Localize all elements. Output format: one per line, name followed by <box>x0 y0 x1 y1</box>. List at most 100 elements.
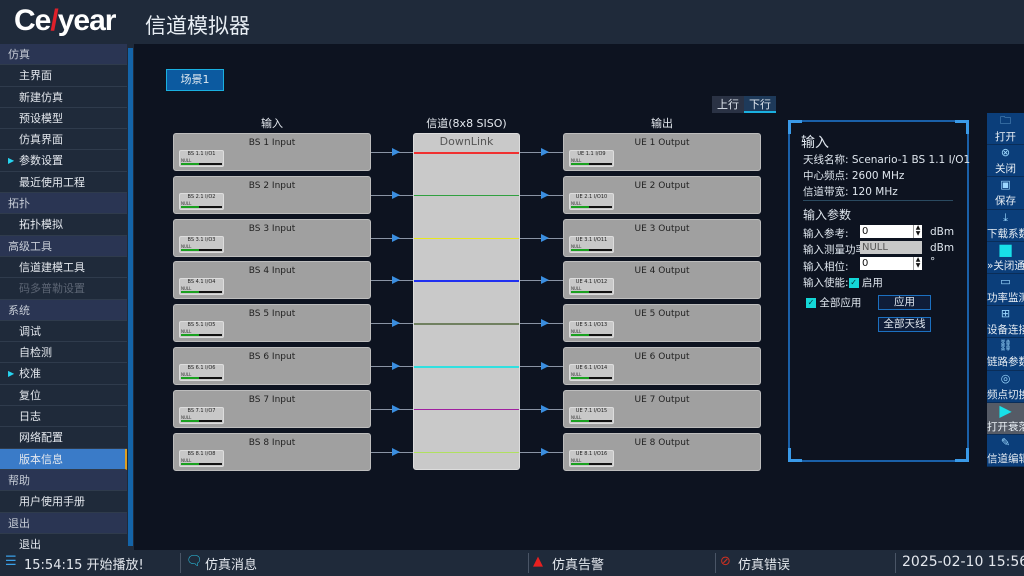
channel-path-line[interactable] <box>414 366 519 368</box>
toolbar-button[interactable]: ⤓ 下载系数 <box>987 210 1024 242</box>
toolbar-button[interactable]: ▭ 功率监测 <box>987 274 1024 307</box>
right-toolbar: 🗀打开⊗关闭▣ 保存 ⤓下载系数■»关闭通道▭ 功率监测 ⊞设备连接⛓链路参数◎频点切换… <box>987 113 1024 468</box>
sidebar-item[interactable]: 退出 <box>0 534 127 550</box>
toolbar-button-label: 保存 <box>995 195 1016 208</box>
sidebar-section-header: 高级工具 <box>0 235 127 257</box>
apply-button[interactable]: 应用 <box>878 295 931 310</box>
arrow-icon <box>541 190 549 199</box>
channel-path-line[interactable] <box>414 323 519 325</box>
level-bar <box>571 291 612 294</box>
spinner-icon[interactable]: ▲ ▼ <box>913 225 922 238</box>
channel-path-line[interactable] <box>414 408 519 411</box>
input-block[interactable]: BS 5 Input BS 5.1 I/O5 NULL <box>173 304 371 343</box>
sidebar-item[interactable]: 预设模型 <box>0 108 127 130</box>
save-icon: ▣ <box>1000 178 1011 192</box>
sidebar-item[interactable]: 仿真界面 <box>0 129 127 151</box>
enable-checkbox[interactable]: ✓ <box>848 278 859 288</box>
input-block[interactable]: BS 8 Input BS 8.1 I/O8 NULL <box>173 432 371 471</box>
port-value-row: NULL <box>180 158 223 163</box>
channel-path-line[interactable] <box>414 152 519 154</box>
sidebar-item[interactable]: 复位 <box>0 385 127 407</box>
port-name: BS 6.1 I/O6 <box>187 365 216 371</box>
all-antennas-button[interactable]: 全部天线 <box>878 317 931 332</box>
error-icon: ⊘ <box>720 554 731 569</box>
sidebar-item[interactable]: ▶ 参数设置 <box>0 150 127 172</box>
output-block[interactable]: UE 2 Output UE 2.1 I/O10 NULL <box>563 175 761 214</box>
toolbar-button[interactable]: ■»关闭通道 <box>987 242 1024 274</box>
port-level-meter: UE 3.1 I/O11 NULL <box>569 235 614 253</box>
square-icon: ■ <box>997 241 1014 259</box>
sidebar-item[interactable]: 版本信息 <box>0 448 127 470</box>
sidebar-item[interactable]: 调试 <box>0 321 127 343</box>
input-ref-spinbox[interactable]: 0 ▲ ▼ <box>860 224 922 238</box>
port-name: BS 8.1 I/O8 <box>187 450 216 457</box>
sidebar-item[interactable]: 主界面 <box>0 65 127 87</box>
input-phase-spinbox[interactable]: 0 ▲ ▼ <box>860 256 922 270</box>
apply-all-checkbox[interactable]: ✓ <box>806 298 816 308</box>
sim-errors-button[interactable]: 仿真错误 <box>738 558 791 573</box>
port-value-row: NULL <box>180 244 223 249</box>
close-icon: ⊗ <box>1000 146 1011 160</box>
sidebar-item[interactable]: 自检测 <box>0 342 127 364</box>
output-block[interactable]: UE 7 Output UE 7.1 I/O15 NULL <box>563 389 761 428</box>
sidebar-item[interactable]: 新建仿真 <box>0 87 127 108</box>
channel-block[interactable]: DownLink <box>413 133 520 470</box>
sim-messages-button[interactable]: 仿真消息 <box>205 558 258 573</box>
output-block[interactable]: UE 8 Output UE 8.1 I/O16 NULL <box>563 432 761 471</box>
sidebar-item-label: 高级工具 <box>8 239 52 253</box>
input-block[interactable]: BS 3 Input BS 3.1 I/O3 NULL <box>173 218 371 257</box>
input-block[interactable]: BS 6 Input BS 6.1 I/O6 NULL <box>173 347 371 385</box>
channel-path-line[interactable] <box>414 194 519 197</box>
channel-path-line[interactable] <box>414 451 519 454</box>
input-block[interactable]: BS 4 Input BS 4.1 I/O4 NULL <box>173 261 371 300</box>
input-properties-panel: 输入 天线名称: Scenario-1 BS 1.1 I/O1 中心频点: 26… <box>788 120 970 462</box>
sidebar-item[interactable]: 网络配置 <box>0 427 127 449</box>
port-value: NULL <box>571 457 582 463</box>
channel-path-line[interactable] <box>414 237 519 240</box>
sidebar-scrollbar[interactable] <box>128 48 133 546</box>
output-block[interactable]: UE 3 Output UE 3.1 I/O11 NULL <box>563 218 761 257</box>
toolbar-button[interactable]: ▶打开衰落 <box>987 402 1024 435</box>
toolbar-button[interactable]: ◎ 频点切换 <box>987 371 1024 403</box>
block-title: UE 1 Output <box>634 138 690 148</box>
sidebar-item[interactable]: 信道建模工具 <box>0 257 127 279</box>
input-block[interactable]: BS 7 Input BS 7.1 I/O7 NULL <box>173 389 371 428</box>
sidebar-item[interactable]: 日志 <box>0 406 127 428</box>
output-block[interactable]: UE 4 Output UE 4.1 I/O12 NULL <box>563 261 761 300</box>
toolbar-button[interactable]: ✎ 信道编辑 <box>987 435 1024 468</box>
channel-path-line[interactable] <box>414 280 519 282</box>
port-name: BS 3.1 I/O3 <box>187 236 216 243</box>
port-value-row: NULL <box>180 458 223 463</box>
toolbar-button[interactable]: ⊞ 设备连接 <box>987 306 1024 339</box>
output-block[interactable]: UE 5 Output UE 5.1 I/O13 NULL <box>563 304 761 343</box>
scene-tab[interactable]: 场景1 <box>166 69 224 91</box>
sidebar-item[interactable]: 拓扑模拟 <box>0 214 127 236</box>
toolbar-button[interactable]: 🗀 打开 <box>987 113 1024 146</box>
port-value: NULL <box>571 158 582 163</box>
channel-bandwidth: 信道带宽: 120 MHz <box>803 186 898 198</box>
toolbar-button[interactable]: ⛓ 链路参数 <box>987 338 1024 371</box>
port-value-row: NULL <box>570 329 613 334</box>
sidebar-item[interactable]: ▶ 校准 <box>0 363 127 385</box>
sidebar-item[interactable]: 码多普勒设置 <box>0 278 127 300</box>
sidebar-item-label: 退出 <box>19 537 41 550</box>
arrow-icon <box>392 148 400 156</box>
sidebar-section-header: 仿真 <box>0 44 127 66</box>
toolbar-button-label: 功率监测 <box>987 291 1024 304</box>
sidebar-item[interactable]: 用户使用手册 <box>0 491 127 513</box>
sidebar-item[interactable]: 最近使用工程 <box>0 172 127 194</box>
monitor-icon: ▭ <box>1000 274 1011 288</box>
output-block[interactable]: UE 6 Output UE 6.1 I/O14 NULL <box>563 347 761 385</box>
sim-warnings-button[interactable]: 仿真告警 <box>552 558 605 573</box>
port-name: UE 8.1 I/O16 <box>575 450 608 457</box>
input-block[interactable]: BS 1 Input BS 1.1 I/O1 NULL <box>173 133 371 171</box>
output-block[interactable]: UE 1 Output UE 1.1 I/O9 NULL <box>563 133 761 171</box>
download-icon: ⤓ <box>1003 210 1008 224</box>
toolbar-button[interactable]: ▣ 保存 <box>987 177 1024 210</box>
spinner-icon[interactable]: ▲ ▼ <box>913 257 922 270</box>
toolbar-button[interactable]: ⊗ 关闭 <box>987 145 1024 178</box>
uplink-button[interactable]: 上行 <box>717 98 739 111</box>
downlink-button[interactable]: 下行 <box>744 96 776 113</box>
input-block[interactable]: BS 2 Input BS 2.1 I/O2 NULL <box>173 175 371 214</box>
header: Ce/year 信道模拟器 <box>0 0 1024 44</box>
